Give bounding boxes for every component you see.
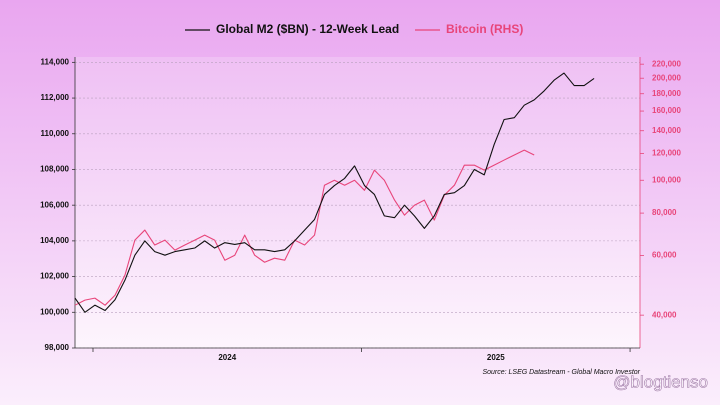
legend-label: Bitcoin (RHS): [446, 22, 523, 36]
y2-tick-label: 180,000: [652, 89, 681, 98]
y-tick-label: 112,000: [41, 93, 70, 102]
x-tick-label: 2024: [218, 353, 236, 362]
y-tick-label: 104,000: [40, 236, 69, 245]
y2-tick-label: 100,000: [652, 175, 681, 184]
series-line: [74, 72, 595, 313]
y2-tick-label: 60,000: [652, 251, 677, 260]
x-tick-label: 2025: [487, 353, 505, 362]
y-tick-label: 106,000: [40, 200, 69, 209]
legend: Global M2 ($BN) - 12-Week Lead Bitcoin (R…: [185, 22, 523, 36]
y-tick-label: 108,000: [40, 165, 69, 174]
y2-tick-label: 160,000: [652, 106, 681, 115]
y2-tick-label: 120,000: [652, 149, 681, 158]
y2-tick-label: 80,000: [652, 208, 677, 217]
watermark: @blogtienso: [613, 372, 708, 391]
series-line: [74, 149, 535, 306]
source: Source: LSEG Datastream - Global Macro I…: [482, 369, 640, 376]
plot-area: [75, 57, 640, 348]
y-tick-label: 100,000: [40, 307, 69, 316]
y-tick-label: 114,000: [41, 57, 70, 66]
y2-tick-label: 40,000: [652, 310, 677, 319]
legend-label: Global M2 ($BN) - 12-Week Lead: [216, 22, 399, 36]
y2-tick-label: 200,000: [652, 73, 681, 82]
y2-tick-label: 140,000: [652, 126, 681, 135]
y2-tick-label: 220,000: [652, 59, 681, 68]
y-tick-label: 102,000: [40, 272, 69, 281]
y-tick-label: 98,000: [45, 343, 70, 352]
y-tick-label: 110,000: [41, 129, 70, 138]
